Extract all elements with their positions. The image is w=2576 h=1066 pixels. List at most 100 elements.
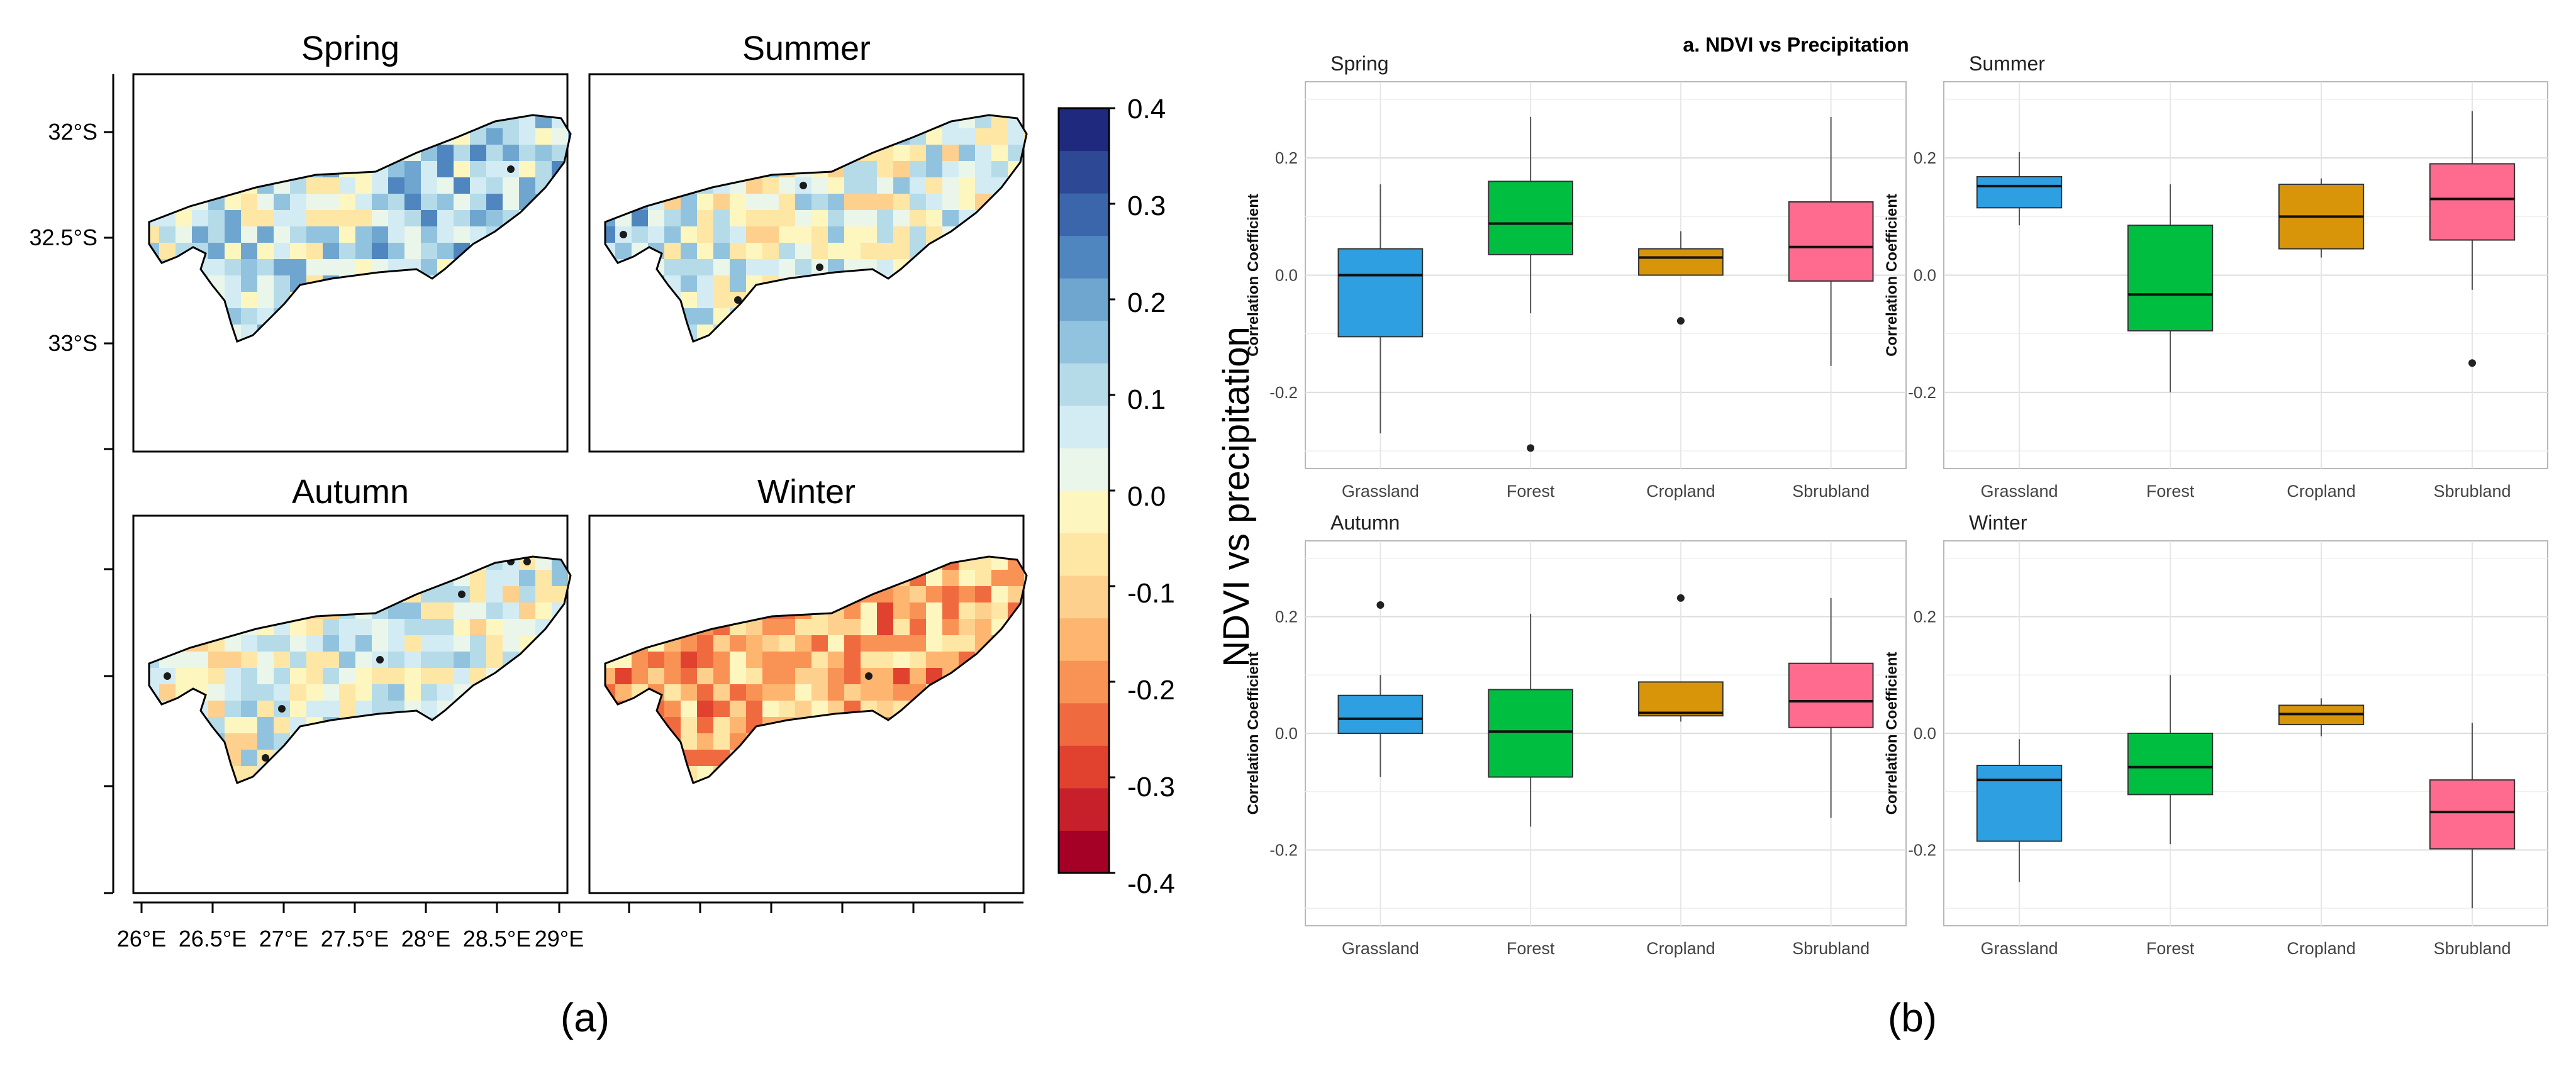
box-sbrubland	[1788, 116, 1874, 366]
box-cropland	[1638, 594, 1724, 722]
map-cell	[730, 226, 747, 243]
map-cell	[225, 243, 242, 260]
box-sbrubland	[2429, 723, 2516, 909]
map-cell	[274, 684, 291, 701]
map-cell	[861, 602, 878, 619]
map-cell	[861, 194, 878, 211]
map-cell	[225, 259, 242, 276]
map-cell	[437, 210, 454, 227]
map-cell	[404, 161, 421, 178]
map-cell	[844, 668, 861, 685]
map-cell	[503, 570, 520, 587]
colorbar-segment	[1059, 830, 1109, 874]
map-cell	[910, 161, 927, 178]
box-body	[1337, 248, 1424, 338]
map-cell	[176, 210, 192, 227]
map-cell	[257, 717, 274, 734]
map-cell	[664, 259, 681, 276]
map-cell	[877, 602, 894, 619]
map-cell	[486, 619, 503, 636]
map-cell	[713, 668, 730, 685]
map-cell	[339, 243, 356, 260]
map-cell	[192, 668, 209, 685]
map-cell	[910, 602, 927, 619]
map-cell	[1024, 668, 1027, 685]
map-cell	[991, 586, 1008, 603]
map-cell	[355, 619, 372, 636]
map-cell	[454, 145, 471, 162]
map-cell	[779, 243, 796, 260]
map-cell	[664, 226, 681, 243]
map-cell	[893, 145, 910, 162]
map-cell	[910, 194, 927, 211]
map-cell	[730, 635, 747, 652]
map-cell	[959, 145, 976, 162]
map-cell	[372, 619, 389, 636]
map-cell	[519, 115, 536, 129]
map-cell	[306, 259, 323, 276]
map-cell	[568, 161, 571, 178]
map-cell	[730, 259, 747, 276]
map-cell	[877, 684, 894, 701]
x-tick-label: Forest	[1507, 482, 1555, 501]
map-cell	[404, 652, 421, 669]
map-cell	[290, 635, 307, 652]
map-cell	[208, 652, 225, 669]
map-cell	[991, 145, 1008, 162]
box-body	[1638, 681, 1724, 717]
map-title-autumn: Autumn	[292, 473, 409, 511]
map-cell	[470, 161, 487, 178]
map-cell	[274, 275, 291, 292]
map-cell	[730, 194, 747, 211]
map-cell	[632, 226, 649, 243]
map-cell	[225, 292, 242, 309]
map-cell	[290, 668, 307, 685]
map-cell	[1024, 766, 1027, 783]
map-cell	[568, 668, 571, 685]
map-cell	[208, 684, 225, 701]
map-cell	[795, 259, 812, 276]
map-cell	[454, 210, 471, 227]
boxplot-panel-summer: Summer Correlation Coefficient 0.2 0.0 -0.2 G…	[1883, 52, 2548, 501]
y-tick-label: 0.2	[1275, 148, 1298, 167]
map-cell	[942, 602, 959, 619]
map-cell	[208, 210, 225, 227]
map-cell	[1024, 226, 1027, 243]
map-cell	[811, 684, 828, 701]
map-cell	[648, 652, 665, 669]
y-tick-label: -0.2	[1908, 383, 1936, 402]
map-cell	[568, 717, 571, 734]
significance-dot	[620, 231, 627, 238]
map-cell	[519, 161, 536, 178]
map-cell	[306, 226, 323, 243]
map-cell	[503, 177, 520, 194]
map-cell	[730, 275, 747, 292]
map-cell	[861, 161, 878, 178]
map-cell	[713, 275, 730, 292]
map-cell	[404, 210, 421, 227]
colorbar-segment	[1059, 363, 1109, 406]
map-cell	[437, 652, 454, 669]
map-cell	[664, 701, 681, 718]
map-cell	[454, 177, 471, 194]
map-cell	[811, 619, 828, 636]
map-cell	[893, 586, 910, 603]
map-cell	[746, 243, 763, 260]
map-cell	[828, 194, 845, 211]
significance-dot	[800, 182, 807, 189]
map-cell	[323, 684, 340, 701]
map-cell	[746, 701, 763, 718]
map-cell	[486, 570, 503, 587]
map-cell	[664, 684, 681, 701]
map-cell	[290, 210, 307, 227]
map-cell	[404, 635, 421, 652]
map-cell	[568, 586, 571, 603]
map-cell	[388, 635, 405, 652]
map-cell	[306, 684, 323, 701]
map-cell	[421, 602, 438, 619]
lon-tick-27-5e: 27.5°E	[321, 926, 389, 952]
map-cell	[762, 259, 779, 276]
map-cell	[323, 619, 340, 636]
map-cell	[519, 619, 536, 636]
map-cell	[208, 701, 225, 718]
